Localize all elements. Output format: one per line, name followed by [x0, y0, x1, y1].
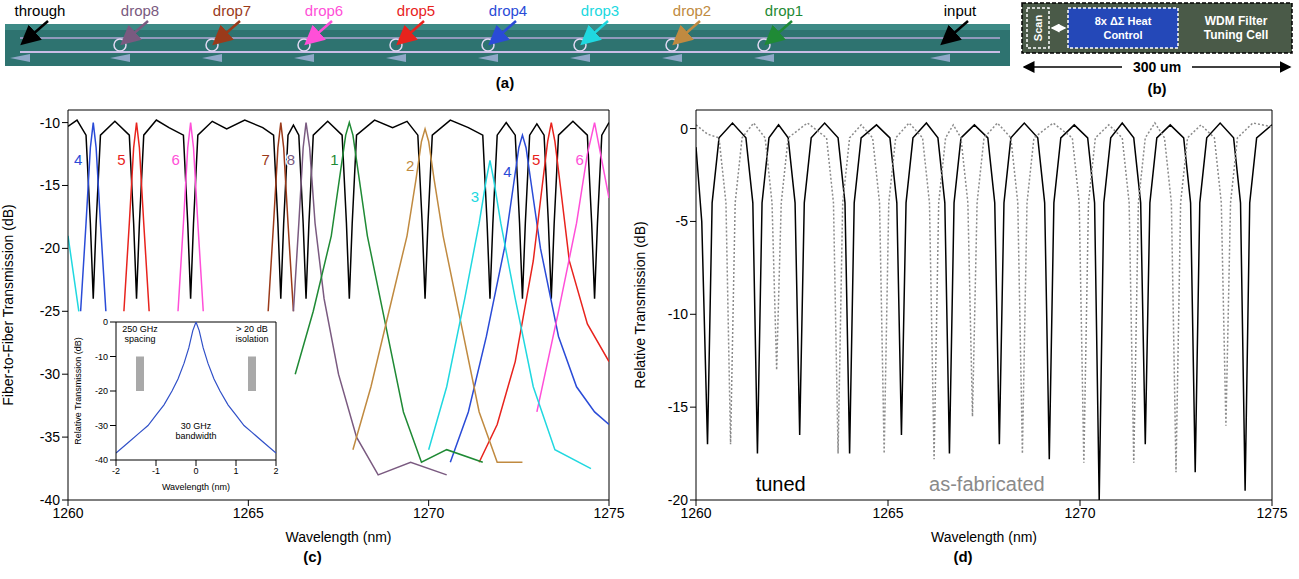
svg-text:Control: Control	[1103, 29, 1142, 41]
svg-text:1275: 1275	[1256, 505, 1287, 521]
svg-text:drop5: drop5	[397, 2, 435, 19]
svg-text:Wavelength (nm): Wavelength (nm)	[931, 529, 1037, 545]
svg-text:-30: -30	[40, 366, 60, 382]
svg-text:-40: -40	[40, 492, 60, 508]
svg-text:drop1: drop1	[765, 2, 803, 19]
svg-text:input: input	[944, 2, 977, 19]
svg-text:-15: -15	[668, 399, 688, 415]
svg-text:300 um: 300 um	[1133, 59, 1181, 75]
svg-text:1275: 1275	[593, 505, 624, 521]
svg-text:spacing: spacing	[124, 334, 155, 344]
svg-text:Wavelength (nm): Wavelength (nm)	[285, 529, 391, 545]
svg-text:(a): (a)	[496, 74, 514, 91]
svg-text:drop4: drop4	[489, 2, 527, 19]
svg-text:-25: -25	[40, 303, 60, 319]
svg-text:drop3: drop3	[581, 2, 619, 19]
svg-text:Relative Transmission (dB): Relative Transmission (dB)	[74, 337, 83, 445]
svg-text:-5: -5	[676, 213, 689, 229]
svg-text:8x ΔΣ Heat: 8x ΔΣ Heat	[1095, 15, 1152, 27]
svg-text:WDM Filter: WDM Filter	[1205, 14, 1268, 28]
svg-text:drop2: drop2	[673, 2, 711, 19]
svg-text:isolation: isolation	[235, 334, 268, 344]
svg-text:Relative Transmission (dB): Relative Transmission (dB)	[632, 221, 648, 388]
svg-text:2: 2	[406, 157, 414, 174]
svg-text:250 GHz: 250 GHz	[122, 324, 158, 334]
svg-text:5: 5	[532, 151, 540, 168]
svg-text:0: 0	[680, 121, 688, 137]
svg-text:1270: 1270	[1064, 505, 1095, 521]
html-text:(d): (d)	[953, 548, 973, 565]
svg-text:> 20 dB: > 20 dB	[236, 324, 267, 334]
svg-text:Scan: Scan	[1032, 15, 1044, 42]
svg-text:1: 1	[330, 151, 338, 168]
svg-text:Tuning Cell: Tuning Cell	[1204, 28, 1268, 42]
svg-text:8: 8	[287, 151, 295, 168]
svg-text:-1: -1	[152, 466, 160, 476]
svg-text:-35: -35	[40, 429, 60, 445]
svg-text:drop6: drop6	[305, 2, 343, 19]
svg-text:as-fabricated: as-fabricated	[929, 473, 1045, 495]
svg-text:drop7: drop7	[213, 2, 251, 19]
svg-text:4: 4	[503, 163, 511, 180]
svg-text:1265: 1265	[872, 505, 903, 521]
svg-text:30 GHz: 30 GHz	[181, 421, 212, 431]
svg-text:0: 0	[193, 466, 198, 476]
svg-text:-20: -20	[668, 492, 688, 508]
svg-text:4: 4	[74, 151, 82, 168]
svg-text:1260: 1260	[680, 504, 712, 521]
svg-text:-20: -20	[40, 240, 60, 256]
svg-text:-2: -2	[112, 466, 120, 476]
svg-text:1265: 1265	[233, 505, 264, 521]
svg-text:-10: -10	[668, 306, 688, 322]
svg-text:6: 6	[171, 151, 179, 168]
svg-text:-10: -10	[40, 115, 60, 131]
svg-text:0: 0	[103, 318, 108, 327]
svg-text:1270: 1270	[413, 505, 444, 521]
svg-text:-10: -10	[95, 352, 108, 362]
svg-text:3: 3	[471, 188, 479, 205]
svg-text:-20: -20	[95, 386, 108, 396]
svg-text:Wavelength (nm): Wavelength (nm)	[162, 482, 230, 492]
svg-text:6: 6	[575, 151, 583, 168]
svg-text:1: 1	[233, 466, 238, 476]
svg-text:Fiber-to-Fiber Transmission (d: Fiber-to-Fiber Transmission (dB)	[0, 204, 16, 406]
svg-text:tuned: tuned	[756, 473, 806, 495]
svg-text:2: 2	[273, 466, 278, 476]
svg-text:(b): (b)	[1147, 80, 1166, 97]
svg-text:drop8: drop8	[121, 2, 159, 19]
svg-text:through: through	[15, 2, 66, 19]
svg-text:-30: -30	[95, 421, 108, 431]
svg-text:bandwidth: bandwidth	[175, 431, 216, 441]
svg-text:-15: -15	[40, 177, 60, 193]
html-text:(c): (c)	[303, 548, 322, 565]
svg-text:-40: -40	[95, 455, 108, 465]
svg-text:1260: 1260	[52, 504, 84, 521]
svg-text:5: 5	[117, 151, 125, 168]
svg-text:7: 7	[262, 151, 270, 168]
